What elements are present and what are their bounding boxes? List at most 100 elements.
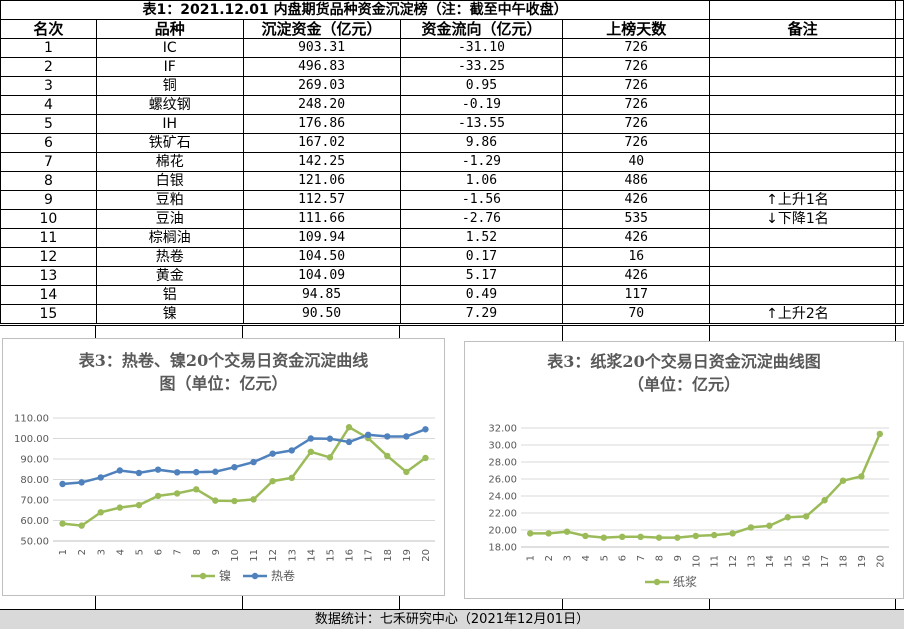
table-row: 2 IF 496.83 -33.25 726 (0, 57, 904, 77)
data-point (655, 534, 663, 541)
legend-item: 镍 (191, 569, 231, 583)
y-tick-label: 20.00 (488, 526, 517, 537)
x-tick-label: 14 (765, 555, 776, 568)
days-cell: 726 (562, 57, 711, 77)
capital-cell: 121.06 (242, 171, 401, 191)
x-tick-label: 17 (820, 555, 831, 568)
data-point (545, 530, 552, 537)
data-point (403, 468, 410, 476)
data-point (876, 430, 883, 438)
days-cell: 535 (562, 209, 711, 229)
days-cell: 486 (562, 171, 711, 191)
rank-cell: 7 (0, 152, 97, 172)
rank-cell: 13 (0, 266, 97, 286)
note-cell (709, 171, 896, 191)
y-tick-label: 28.00 (488, 458, 517, 469)
table-row: 6 铁矿石 167.02 9.86 726 (0, 133, 904, 153)
rank-cell: 12 (0, 247, 97, 267)
days-cell: 726 (562, 76, 711, 96)
days-cell: 726 (562, 38, 711, 58)
y-tick-label: 90.00 (20, 455, 49, 466)
legend-label: 纸浆 (673, 574, 697, 589)
days-cell: 426 (562, 266, 711, 286)
legend-swatch-marker (653, 578, 661, 586)
y-tick-label: 70.00 (20, 496, 49, 507)
data-point (747, 524, 755, 531)
x-tick-label: 3 (96, 549, 107, 555)
x-tick-label: 6 (154, 549, 165, 555)
data-point (288, 474, 295, 482)
data-point (288, 447, 295, 454)
x-tick-label: 16 (345, 549, 356, 562)
empty-cell (894, 57, 904, 77)
table-row: 9 豆粕 112.57 -1.56 426 ↑上升1名 (0, 190, 904, 210)
footer-bar: 数据统计：七禾研究中心（2021年12月01日） (0, 609, 904, 629)
hot-coil-nickel-chart: 表3：热卷、镍20个交易日资金沉淀曲线 图（单位：亿元） 50.00 60.00 7… (2, 338, 445, 596)
data-point (231, 464, 238, 471)
data-point (600, 534, 607, 541)
chart-title-line1: 表3：纸浆20个交易日资金沉淀曲线图 (547, 352, 821, 371)
variety-cell: 豆粕 (95, 190, 244, 210)
line-chart-svg: 18.00 20.00 22.00 24.00 26.00 28.00 30.00 32.00… (488, 424, 889, 589)
table-row: 3 铜 269.03 0.95 726 (0, 76, 904, 96)
rank-cell: 14 (0, 285, 97, 305)
variety-cell: 黄金 (95, 266, 244, 286)
x-tick-label: 13 (287, 549, 298, 562)
empty-cell (894, 209, 904, 229)
flow-cell: 7.29 (399, 304, 564, 324)
capital-cell: 142.25 (242, 152, 401, 172)
capital-cell: 248.20 (242, 95, 401, 115)
x-tick-label: 19 (857, 555, 868, 568)
table-row: 1 IC 903.31 -31.10 726 (0, 38, 904, 58)
x-tick-label: 11 (710, 555, 721, 568)
variety-cell: 豆油 (95, 209, 244, 229)
x-tick-label: 4 (115, 549, 126, 555)
capital-cell: 167.02 (242, 133, 401, 153)
data-point (250, 496, 257, 503)
column-header: 沉淀资金（亿元） (242, 19, 401, 39)
note-cell (709, 76, 896, 96)
x-tick-label: 1 (58, 549, 69, 555)
legend-item: 热卷 (243, 568, 295, 583)
variety-cell: 铁矿石 (95, 133, 244, 153)
capital-cell: 496.83 (242, 57, 401, 77)
y-tick-label: 22.00 (488, 509, 517, 520)
days-cell: 16 (562, 247, 711, 267)
legend-label: 镍 (219, 569, 231, 583)
column-header: 备注 (709, 19, 896, 39)
x-tick-label: 19 (402, 549, 413, 562)
data-point (384, 433, 391, 440)
column-header: 上榜天数 (562, 19, 711, 39)
data-point (173, 469, 181, 476)
y-tick-label: 18.00 (488, 543, 517, 554)
capital-cell: 269.03 (242, 76, 401, 96)
data-point (269, 477, 276, 485)
data-point (422, 426, 429, 433)
rank-cell: 15 (0, 304, 97, 324)
table-row: 8 白银 121.06 1.06 486 (0, 171, 904, 191)
x-tick-label: 5 (599, 555, 610, 561)
data-point (173, 490, 181, 497)
data-point (307, 448, 315, 456)
empty-cell (894, 133, 904, 153)
rank-cell: 11 (0, 228, 97, 248)
x-tick-label: 6 (618, 555, 629, 561)
variety-cell: IF (95, 57, 244, 77)
empty-cell (894, 285, 904, 305)
flow-cell: 5.17 (399, 266, 564, 286)
capital-cell: 112.57 (242, 190, 401, 210)
data-point (637, 533, 644, 540)
data-point (729, 530, 736, 537)
chart-title-line1: 表3：热卷、镍20个交易日资金沉淀曲线 (78, 351, 369, 370)
empty-cell (894, 228, 904, 248)
x-tick-label: 18 (839, 555, 850, 568)
data-point (78, 522, 85, 529)
x-tick-label: 10 (230, 549, 241, 562)
x-tick-label: 15 (783, 555, 794, 568)
table-row: 12 热卷 104.50 0.17 16 (0, 247, 904, 267)
days-cell: 70 (562, 304, 711, 324)
days-cell: 726 (562, 133, 711, 153)
empty-cell (894, 266, 904, 286)
y-tick-label: 24.00 (488, 492, 517, 503)
empty-cell (894, 95, 904, 115)
